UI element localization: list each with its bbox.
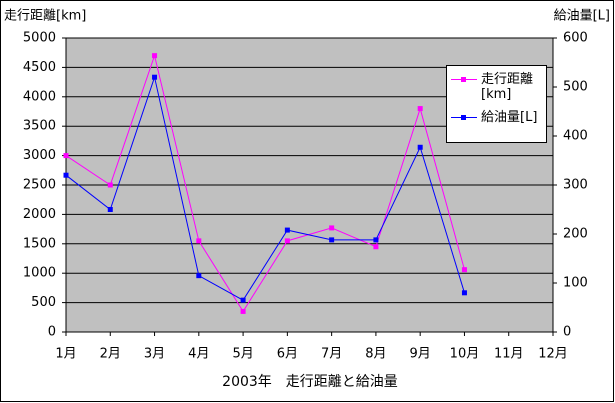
x-tick-label: 2月 [100,347,121,362]
marker [284,238,290,244]
legend-marker [461,77,466,82]
marker [107,207,113,212]
x-tick-label: 4月 [188,347,209,362]
y2-tick-label: 500 [563,80,588,95]
marker [152,74,158,80]
marker [63,153,69,159]
y2-tick-label: 100 [563,276,588,291]
y2-tick-label: 600 [563,31,588,46]
marker [240,308,246,314]
marker [329,237,335,243]
x-tick-label: 5月 [232,347,253,362]
y2-tick-label: 200 [563,227,588,242]
y-tick-label: 5000 [23,31,56,46]
x-tick-label: 1月 [55,347,76,362]
y-tick-label: 0 [48,325,56,340]
marker [107,182,113,188]
x-tick-label: 10月 [450,347,480,362]
y-tick-label: 2500 [23,178,56,193]
marker [329,225,335,231]
y-tick-label: 4000 [23,89,56,104]
marker [417,106,423,112]
y-tick-label: 2000 [23,207,56,222]
marker [152,53,158,59]
x-tick-label: 9月 [410,347,431,362]
y2-tick-label: 300 [563,178,588,193]
y-tick-label: 4500 [23,60,56,75]
marker [417,144,423,150]
legend-marker [461,115,466,120]
y-tick-label: 3500 [23,119,56,134]
y-axis-title: 走行距離[km] [4,9,86,24]
legend-label: 給油量[L] [481,110,538,125]
marker [373,244,379,250]
y-tick-label: 500 [31,295,56,310]
marker [196,273,202,279]
x-tick-label: 3月 [144,347,165,362]
marker [240,297,246,303]
legend: 走行距離[km] 給油量[L] [446,65,547,143]
x-tick-label: 11月 [494,347,524,362]
y-tick-label: 1500 [23,236,56,251]
marker [284,227,290,233]
y-tick-label: 3000 [23,148,56,163]
y2-tick-label: 400 [563,129,588,144]
y2-axis-title: 給油量[L] [554,9,610,24]
marker [373,237,379,243]
series-line [65,75,465,301]
marker [63,172,69,178]
marker [461,290,467,296]
x-tick-label: 6月 [277,347,298,362]
x-tick-label: 8月 [365,347,386,362]
series-line [65,53,465,313]
y-tick-label: 1000 [23,266,56,281]
x-tick-label: 12月 [538,347,568,362]
legend-label: 走行距離[km] [481,72,534,102]
marker [196,238,202,244]
marker [461,267,467,273]
y2-tick-label: 0 [563,325,571,340]
chart-title: 2003年 走行距離と給油量 [222,373,398,390]
x-tick-label: 7月 [321,347,342,362]
